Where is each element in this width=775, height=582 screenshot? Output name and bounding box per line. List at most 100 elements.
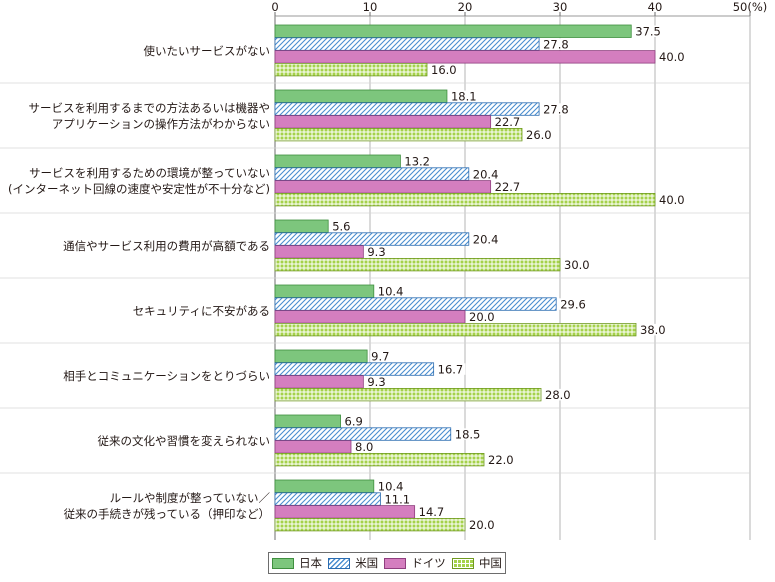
bar-germany-1 [274,115,492,129]
bar-japan-3 [274,219,329,233]
bars [274,24,656,532]
value-label-bg [487,453,516,466]
bar-us-6 [274,427,452,441]
value-label-us-6: 18.5 [455,427,481,441]
value-label-bg [453,428,483,440]
value-label-china-1: 26.0 [526,128,552,142]
category-label-6: 従来の文化や習慣を変えられない [97,433,271,448]
x-tick-label-30: 30 [553,0,568,14]
value-label-china-2: 40.0 [659,193,685,207]
x-axis: 0 10 20 30 40 50(%) [271,0,767,17]
bar-china-1 [274,127,523,142]
value-label-bg [366,376,388,388]
bar-japan-4 [274,284,375,298]
value-label-germany-2: 22.7 [495,180,521,194]
value-label-bg [376,285,406,297]
value-label-china-4: 38.0 [640,323,666,337]
legend-label-germany: ドイツ [411,556,446,570]
legend-swatch-china [451,557,474,569]
value-label-germany-3: 9.3 [367,245,385,259]
legend-swatch-germany [384,557,407,569]
value-label-bg [563,258,592,271]
value-label-bg [436,363,466,375]
bar-germany-4 [274,310,466,324]
value-label-japan-5: 9.7 [371,350,389,364]
legend-label-china: 中国 [478,556,502,570]
bar-us-0 [274,37,540,51]
value-label-bg [468,311,497,323]
legend-label-japan: 日本 [299,556,323,570]
value-label-us-4: 29.6 [560,297,586,311]
value-label-germany-1: 22.7 [495,115,521,129]
bar-germany-3 [274,245,364,259]
legend-item-china: 中国 [451,555,502,571]
value-label-china-0: 16.0 [431,63,457,77]
value-label-china-6: 22.0 [488,453,514,467]
bar-china-7 [274,518,466,532]
bar-japan-6 [274,414,341,428]
legend-item-japan: 日本 [272,555,322,571]
legend-item-germany: ドイツ [384,555,446,571]
bar-china-2 [274,192,656,207]
value-label-bg [639,323,668,336]
bar-china-4 [274,322,637,337]
bar-china-6 [274,452,485,467]
value-label-bg [331,220,353,232]
value-label-bg [417,506,447,518]
value-label-bg [658,193,687,206]
legend-swatch-us [328,557,351,569]
value-label-bg [658,51,687,63]
x-tick-label-20: 20 [458,0,473,14]
bar-japan-2 [274,154,401,168]
legend-swatch-japan [272,557,295,569]
value-label-us-3: 20.4 [473,232,499,246]
value-label-us-1: 27.8 [543,102,569,116]
value-label-bg [376,480,406,492]
bar-germany-5 [274,375,364,389]
bar-germany-0 [274,50,656,64]
value-label-bg [383,493,413,505]
value-label-bg [430,63,459,76]
bar-us-2 [274,167,470,181]
bar-us-3 [274,232,470,246]
bar-germany-6 [274,440,352,454]
category-label-1: サービスを利用するまでの方法あるいは機器や アプリケーションの操作方法がわからな… [28,100,271,131]
value-label-bg [542,103,571,115]
value-label-bg [449,90,479,102]
bar-china-5 [274,387,542,402]
x-tick-label-40: 40 [648,0,663,14]
value-label-bg [370,350,392,362]
value-label-germany-5: 9.3 [367,375,385,389]
bar-germany-7 [274,505,416,519]
bar-japan-5 [274,349,368,363]
legend-item-us: 米国 [328,555,378,571]
category-label-2: サービスを利用するための環境が整っていない (インターネット回線の速度や安定性が… [8,165,270,196]
value-label-japan-7: 10.4 [378,480,404,494]
category-label-7: ルールや制度が整っていない／ 従来の手続きが残っている（押印など） [63,490,270,521]
value-label-japan-3: 5.6 [332,220,350,234]
value-label-bg [544,388,573,401]
value-label-japan-1: 18.1 [451,90,477,104]
category-label-3: 通信やサービス利用の費用が高額である [63,238,270,253]
bar-germany-2 [274,180,492,194]
value-label-japan-0: 37.5 [635,25,661,39]
value-label-bg [493,116,523,128]
value-label-germany-6: 8.0 [355,440,373,454]
category-label-4: セキュリティに不安がある [132,303,270,318]
value-label-bg [471,168,501,180]
category-label-0: 使いたいサービスがない [143,43,271,58]
bar-china-3 [274,257,561,272]
value-label-china-5: 28.0 [545,388,571,402]
category-label-5: 相手とコミュニケーションをとりづらい [63,368,270,383]
legend-label-us: 米国 [355,556,379,570]
bar-japan-7 [274,479,375,493]
value-label-bg [634,25,663,37]
bar-us-1 [274,102,540,116]
value-label-japan-6: 6.9 [345,415,363,429]
value-label-germany-4: 20.0 [469,310,495,324]
value-label-bg [525,128,554,141]
value-label-bg [403,155,433,167]
value-label-china-3: 30.0 [564,258,590,272]
value-label-bg [468,518,497,531]
